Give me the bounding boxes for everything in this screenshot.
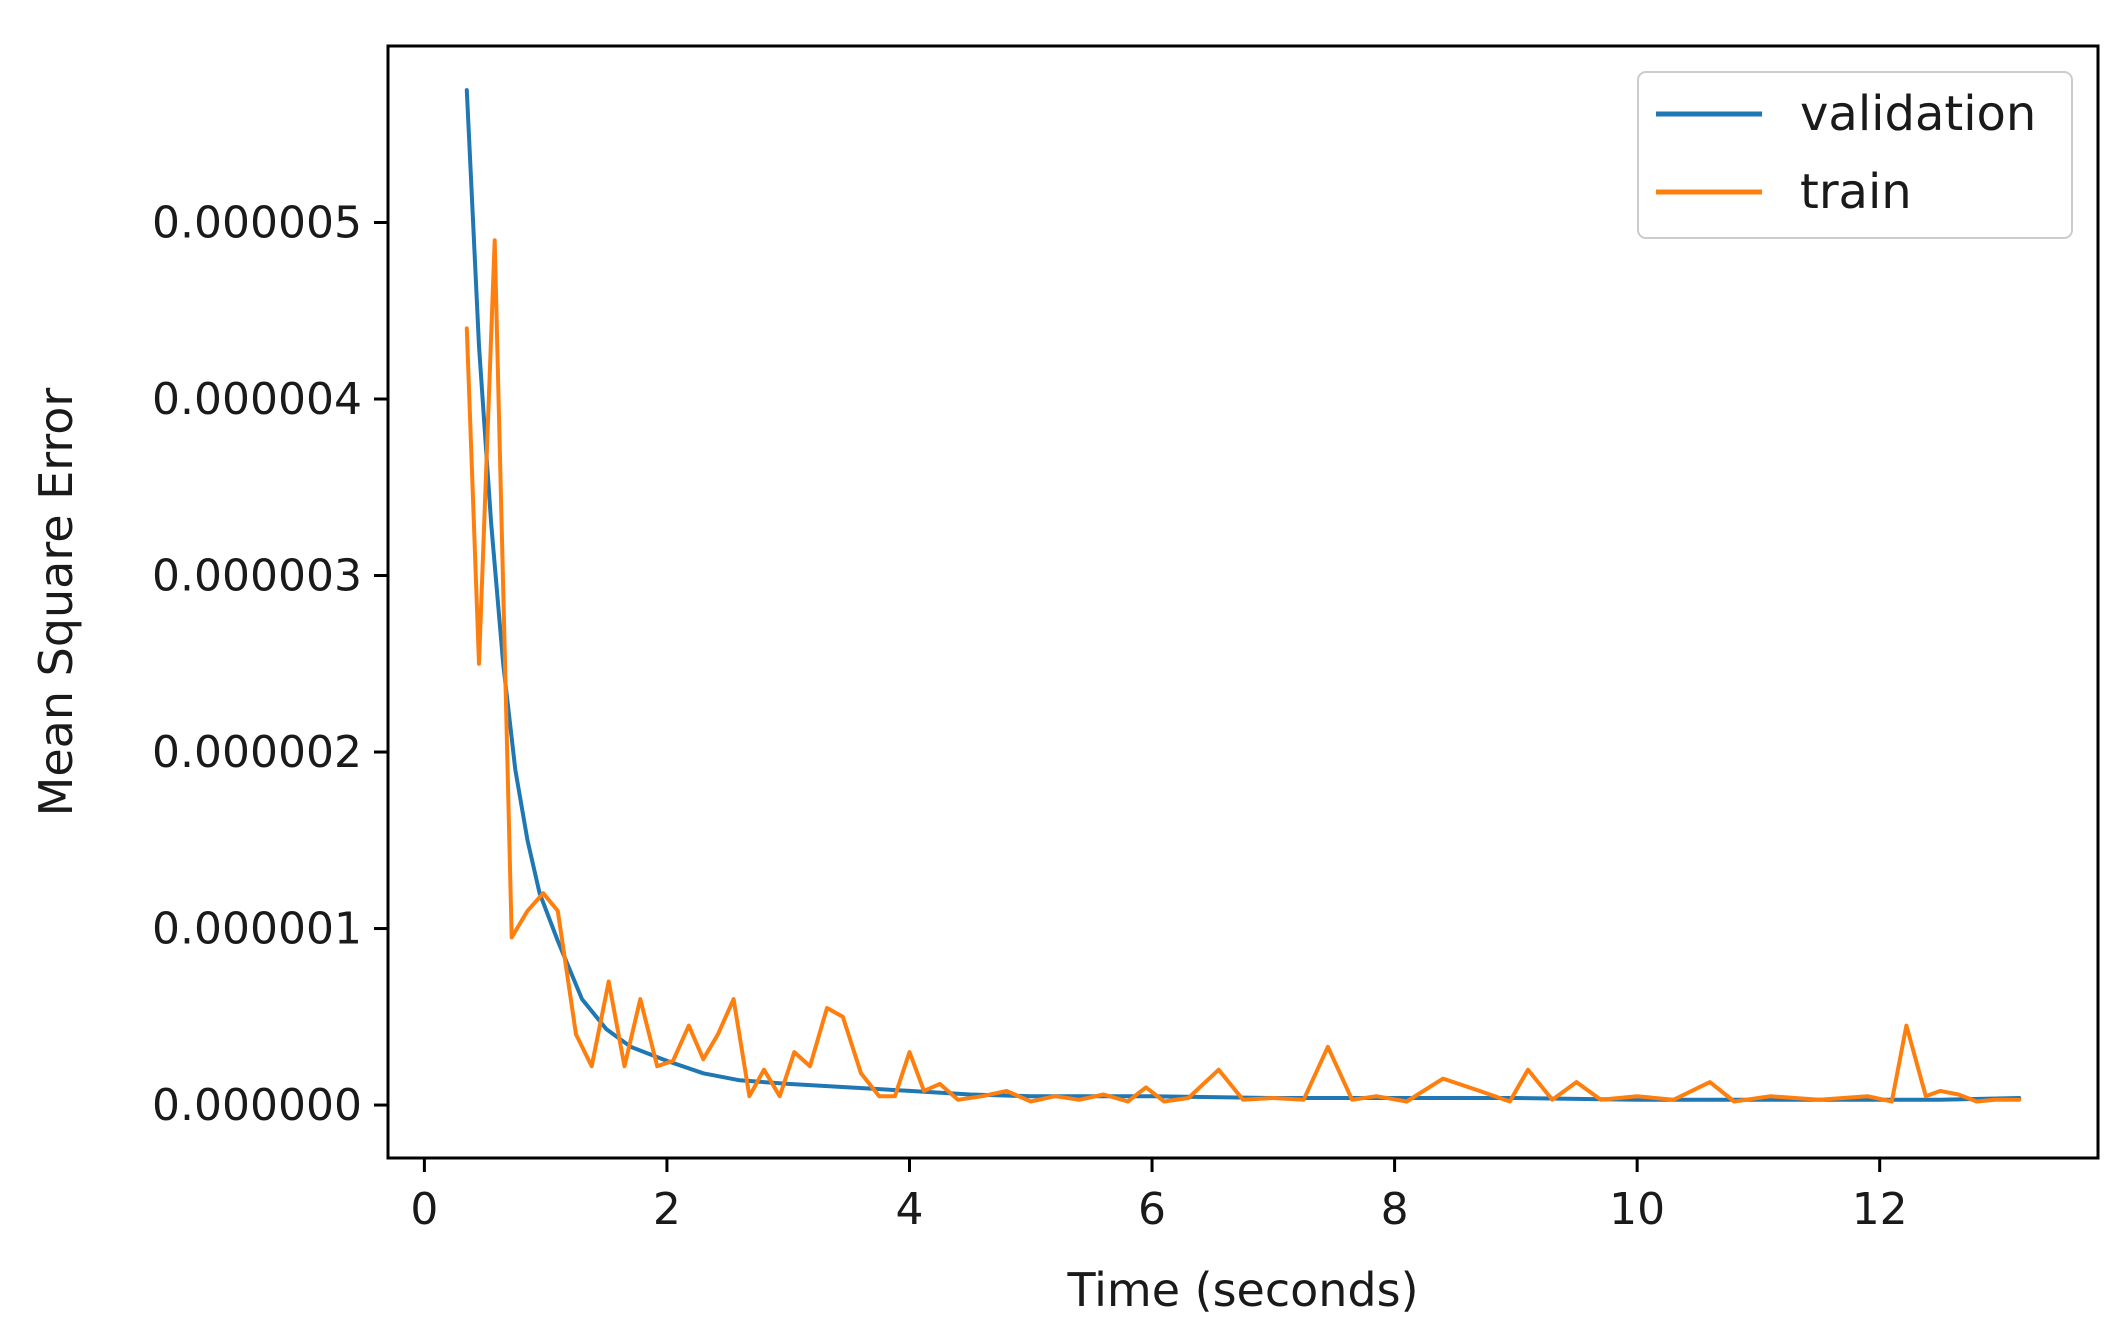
y-tick-label: 0.000004 (152, 374, 362, 425)
x-tick-label: 12 (1852, 1184, 1908, 1235)
x-axis-title: Time (seconds) (1066, 1263, 1418, 1317)
x-tick-label: 0 (410, 1184, 438, 1235)
x-axis: 0 2 4 6 8 10 12 (410, 1158, 1908, 1235)
x-tick-label: 10 (1609, 1184, 1665, 1235)
y-tick-label: 0.000000 (152, 1080, 362, 1131)
legend-label-train: train (1800, 164, 1912, 220)
legend: validation train (1637, 71, 2073, 239)
series-line-validation (464, 88, 2022, 1102)
x-tick-label: 2 (653, 1184, 681, 1235)
y-axis: 0.000000 0.000001 0.000002 0.000003 0.000004… (152, 198, 388, 1131)
x-tick-label: 6 (1138, 1184, 1166, 1235)
x-tick-label: 4 (895, 1184, 923, 1235)
x-tick-label: 8 (1381, 1184, 1409, 1235)
y-tick-label: 0.000001 (152, 904, 362, 955)
legend-label-validation: validation (1800, 86, 2036, 142)
series-line-train (464, 238, 2022, 1104)
y-tick-label: 0.000005 (152, 198, 362, 249)
y-tick-label: 0.000003 (152, 551, 362, 602)
plot-frame (386, 44, 2100, 1160)
series-layer (464, 88, 2022, 1104)
legend-entries: validation train (1656, 86, 2036, 220)
y-axis-title: Mean Square Error (29, 388, 83, 817)
y-tick-label: 0.000002 (152, 727, 362, 778)
